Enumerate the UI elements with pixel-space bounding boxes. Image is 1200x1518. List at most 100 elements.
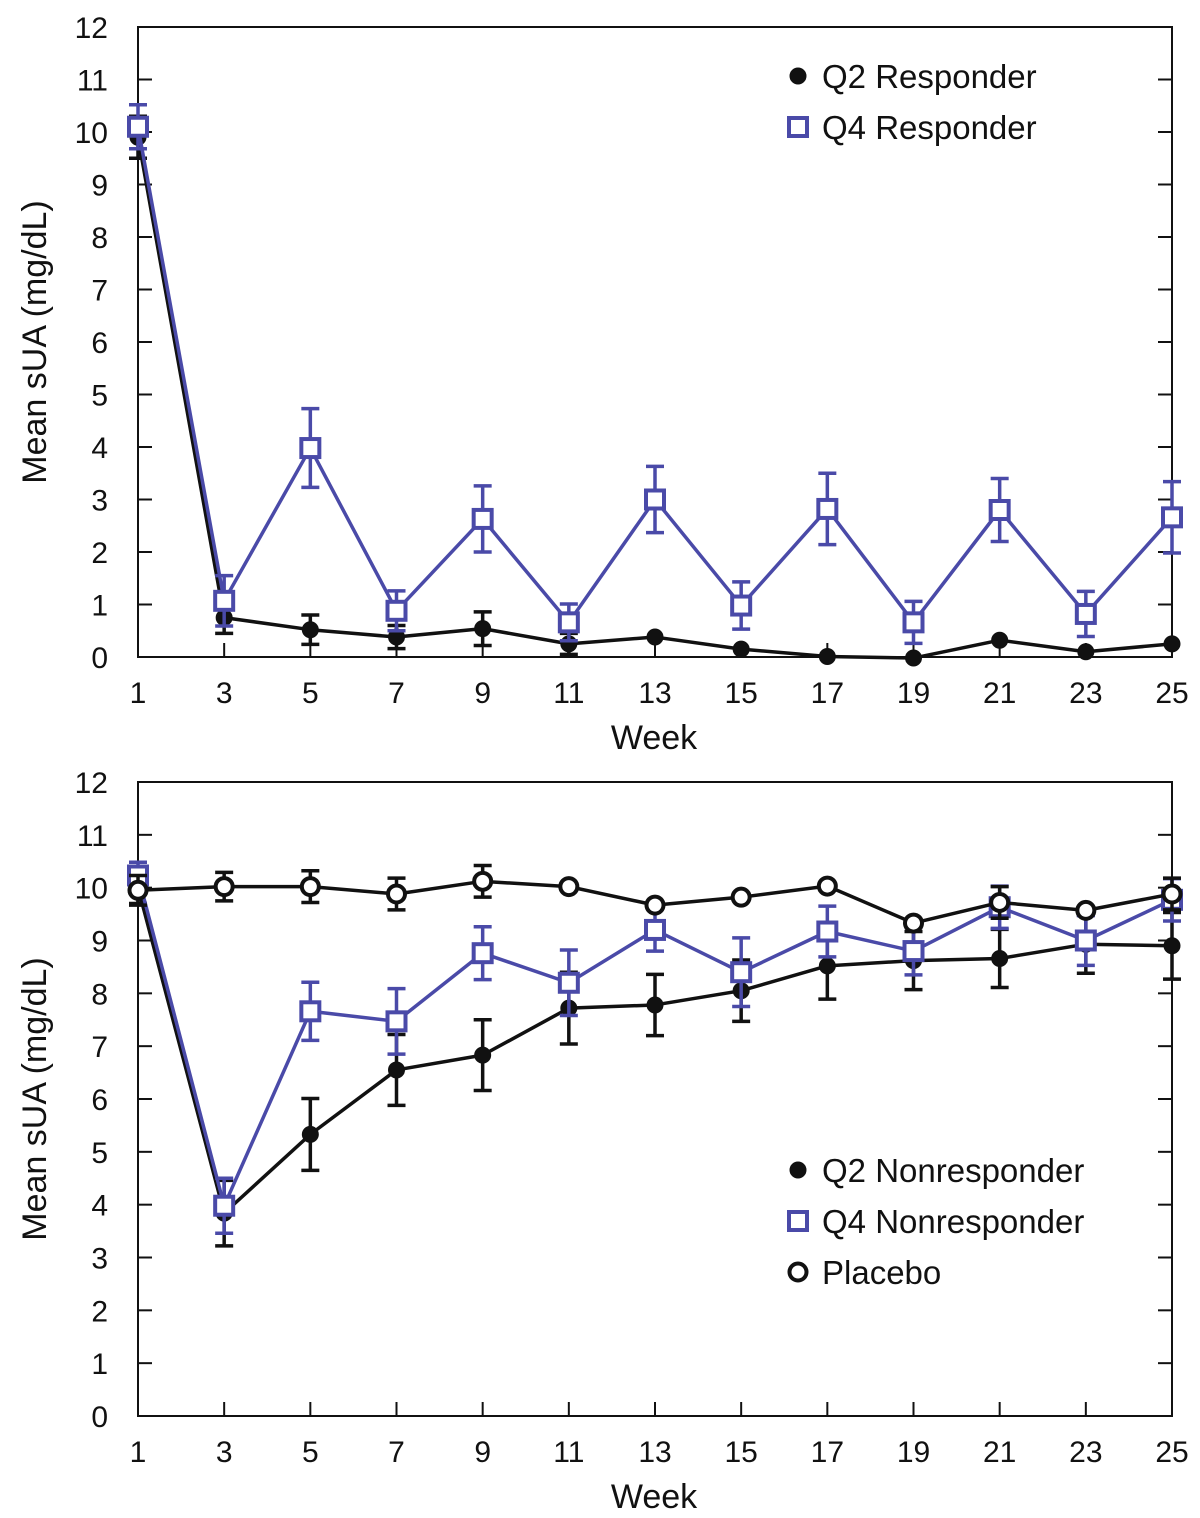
x-tick-label: 17 [811,1436,844,1469]
y-tick-label: 0 [91,1401,108,1434]
x-tick-label: 1 [130,677,147,710]
data-point [299,437,322,460]
y-tick-label: 9 [91,926,108,959]
legend-label: Placebo [822,1254,941,1291]
data-point [1161,506,1183,529]
y-tick-label: 1 [91,1348,108,1381]
y-tick-label: 11 [77,820,108,853]
data-point [816,497,839,520]
legend-marker [789,1161,807,1179]
data-point [127,879,149,901]
x-tick-label: 17 [811,677,844,710]
data-point [1163,635,1181,653]
x-tick-label: 25 [1155,1436,1188,1469]
series-q4-responder [127,102,1183,646]
data-point [299,876,321,898]
y-tick-label: 8 [91,222,108,255]
plot-frame [137,781,1173,1417]
y-axis-title: Mean sUA (mg/dL) [16,200,54,483]
y-tick-label: 2 [91,537,108,570]
data-point [1077,643,1095,661]
y-tick-label: 9 [91,170,108,203]
y-tick-label: 11 [77,65,108,98]
data-point [644,918,666,941]
y-tick-label: 0 [91,642,108,675]
y-tick-label: 2 [91,1295,108,1328]
x-tick-label: 1 [130,1436,147,1469]
data-point [385,599,408,622]
y-tick-label: 12 [75,12,108,45]
y-tick-label: 8 [91,978,108,1011]
x-tick-label: 11 [553,1436,584,1469]
x-tick-label: 13 [638,677,671,710]
data-point [646,996,664,1014]
x-tick-label: 21 [983,677,1016,710]
data-point [474,1046,492,1064]
x-tick-label: 15 [724,1436,757,1469]
x-tick-label: 21 [983,1436,1016,1469]
data-point [732,640,750,658]
legend-label: Q2 Nonresponder [822,1152,1084,1189]
data-point [644,488,666,511]
data-point [989,891,1011,913]
legend-marker [787,1210,809,1232]
legend-label: Q4 Responder [822,109,1037,146]
data-point [902,611,925,634]
y-tick-label: 3 [91,485,108,518]
data-point [471,507,494,530]
y-tick-label: 10 [75,117,108,150]
y-tick-label: 6 [91,327,108,360]
data-point [213,589,236,612]
series-line [136,126,1174,625]
data-point [557,971,580,994]
data-point [816,920,839,943]
data-point [474,620,492,638]
legend-label: Q4 Nonresponder [822,1203,1084,1240]
data-point [730,594,753,617]
x-tick-label: 13 [638,1436,671,1469]
data-point [1161,883,1183,905]
data-point [1075,899,1097,921]
y-tick-label: 4 [91,432,108,465]
data-point [991,631,1009,649]
data-point [299,1000,322,1023]
x-tick-label: 25 [1155,677,1188,710]
series-placebo [127,863,1183,934]
x-tick-label: 11 [553,677,584,710]
x-tick-label: 23 [1069,1436,1102,1469]
data-point [301,1125,319,1143]
data-point [816,875,838,897]
y-tick-label: 10 [75,873,108,906]
data-point [472,870,494,892]
data-point [818,957,836,975]
x-tick-label: 23 [1069,677,1102,710]
x-tick-label: 3 [216,1436,233,1469]
legend: Q2 Nonresponder Q4 Nonresponder Placebo [787,1152,1084,1291]
x-axis-title: Week [611,719,698,757]
y-tick-label: 12 [75,767,108,800]
x-tick-label: 19 [897,1436,930,1469]
x-axis-title: Week [611,1478,698,1516]
y-axis-title: Mean sUA (mg/dL) [16,957,54,1240]
data-point [902,940,925,963]
y-tick-label: 5 [91,1137,108,1170]
legend: Q2 Responder Q4 Responder [787,58,1037,146]
legend-marker [789,67,807,85]
legend-marker [787,1261,809,1283]
data-point [558,876,580,898]
data-point [301,621,319,639]
x-tick-label: 3 [216,677,233,710]
data-point [646,628,664,646]
data-point [1163,937,1181,955]
data-point [730,961,753,984]
data-point [385,1010,408,1033]
data-point [213,876,235,898]
x-tick-label: 7 [388,677,405,710]
y-tick-label: 1 [91,590,108,623]
series-line [136,136,1173,660]
x-tick-label: 9 [474,677,491,710]
x-tick-label: 9 [474,1436,491,1469]
data-point [1074,929,1097,952]
data-point [991,949,1009,967]
